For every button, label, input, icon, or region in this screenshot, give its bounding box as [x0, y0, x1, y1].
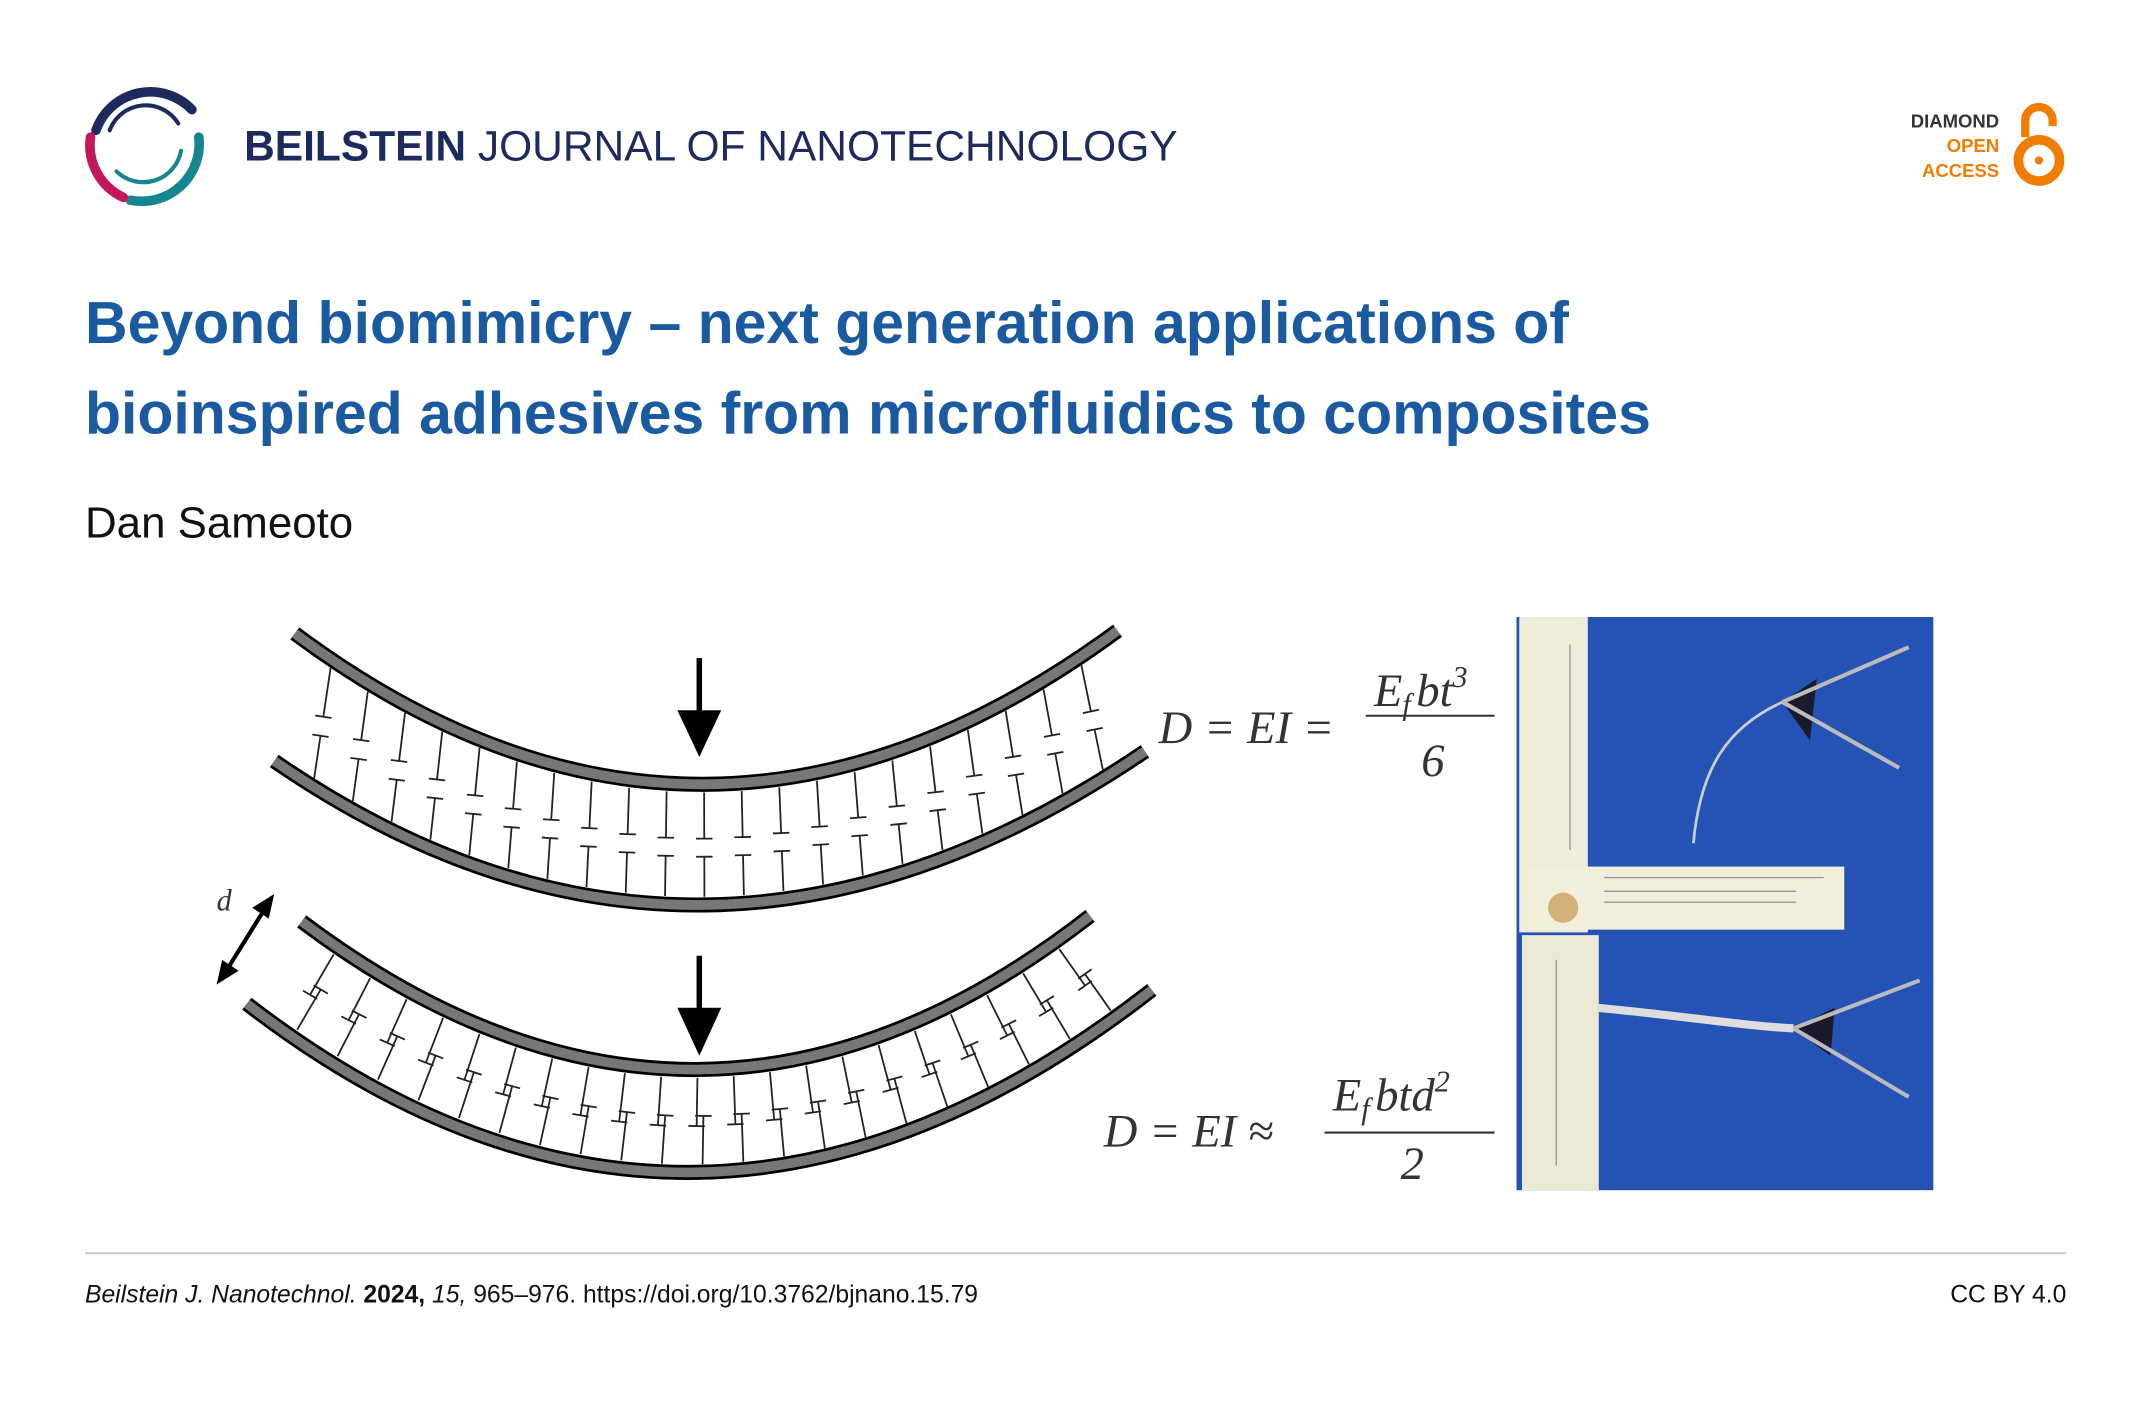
beam-part [765, 1072, 789, 1157]
beam-part [986, 994, 1030, 1065]
equation-denominator: 2 [1401, 1138, 1424, 1190]
open-access-badge: DIAMOND OPEN ACCESS [1911, 111, 1999, 181]
beam-part [336, 977, 371, 1057]
badge-line: ACCESS [1922, 160, 1999, 181]
equation: D = EI = Ef bt3 6 [1158, 660, 1495, 787]
beam-part [417, 1017, 444, 1101]
equation-numerator: Ef bt3 [1373, 660, 1468, 721]
license: CC BY 4.0 [1950, 1282, 2066, 1309]
eq-sup: 3 [1452, 660, 1468, 694]
beam-part [966, 729, 986, 834]
title-line: Beyond biomimicry – next generation appl… [85, 291, 1569, 356]
title-line: bioinspired adhesives from microfluidics… [85, 381, 1651, 446]
journal-name-bold: BEILSTEIN [244, 123, 466, 170]
beam-part [541, 772, 560, 879]
beam-part [388, 712, 408, 822]
eq-sub: f [1361, 1092, 1373, 1126]
beam-part [618, 787, 636, 893]
beam-part [243, 986, 1155, 1178]
beam-part [1080, 665, 1104, 770]
journal-logo [85, 87, 204, 207]
beam-part [1042, 689, 1064, 794]
beam-part [503, 761, 522, 869]
beam-part [727, 1076, 750, 1162]
beam-part [849, 771, 868, 876]
beam-part [291, 626, 1121, 789]
beam-part [312, 667, 332, 779]
beam-diagram [242, 624, 1157, 1180]
beam-part [927, 746, 946, 851]
citation-rest: 965–976. https://doi.org/10.3762/bjnano.… [473, 1282, 978, 1309]
eq-base: E [1373, 665, 1402, 717]
beam-part [734, 791, 752, 896]
citation-year: 2024, [363, 1282, 425, 1309]
equation: D = EI ≈ Ef btd2 2 [1103, 1064, 1495, 1190]
beam-part [1022, 972, 1071, 1040]
beam-part [688, 1077, 712, 1165]
beam-part [298, 912, 1094, 1075]
d-label: d [217, 883, 233, 917]
journal-name-rest: JOURNAL OF NANOTECHNOLOGY [478, 123, 1178, 170]
beam-part [350, 691, 370, 802]
photo [1516, 617, 1934, 1191]
citation: Beilstein J. Nanotechnol. 2024, 15, 965–… [85, 1282, 978, 1309]
eq-sup: 2 [1435, 1064, 1450, 1098]
beam-part [426, 731, 446, 840]
equation-numerator: Ef btd2 [1332, 1064, 1450, 1125]
beam-part [533, 1058, 559, 1146]
beam-part [772, 787, 791, 891]
beam-part [841, 1056, 867, 1138]
beam-part [1004, 710, 1025, 815]
equation-lhs: D = EI = [1158, 702, 1335, 754]
beam-part [811, 780, 829, 885]
beam-part [580, 781, 598, 888]
beam-part [888, 760, 907, 864]
citation-journal: Beilstein J. Nanotechnol. [85, 1282, 357, 1309]
citation-volume: 15, [432, 1282, 466, 1309]
badge-line: DIAMOND [1911, 111, 1999, 132]
beam-part [657, 791, 675, 896]
equation-lhs: D = EI ≈ [1103, 1105, 1274, 1157]
eq-rest: bt [1416, 665, 1453, 717]
beam-part [464, 747, 484, 856]
eq-base: E [1332, 1070, 1361, 1122]
badge-line: OPEN [1947, 135, 1999, 156]
beam-part [610, 1073, 636, 1161]
eq-rest: btd [1375, 1070, 1435, 1122]
beam-part [1058, 948, 1112, 1012]
beam-part [296, 954, 335, 1031]
beam-part [649, 1076, 674, 1164]
equation-denominator: 6 [1421, 735, 1445, 787]
journal-name: BEILSTEIN JOURNAL OF NANOTECHNOLOGY [244, 123, 1178, 170]
beam-part [804, 1065, 827, 1149]
beam-part [877, 1044, 908, 1124]
beam-part [494, 1047, 521, 1134]
author: Dan Sameoto [85, 498, 353, 547]
beam-part [950, 1013, 989, 1088]
beam-part [271, 747, 1148, 910]
arrows [216, 658, 722, 1056]
beam-part [913, 1030, 949, 1107]
article-title: Beyond biomimicry – next generation appl… [85, 291, 1651, 446]
beam-part [456, 1033, 483, 1119]
open-access-icon [2013, 102, 2065, 186]
beam-part [572, 1067, 597, 1155]
beam-part [696, 792, 713, 897]
beam-part [377, 998, 408, 1081]
